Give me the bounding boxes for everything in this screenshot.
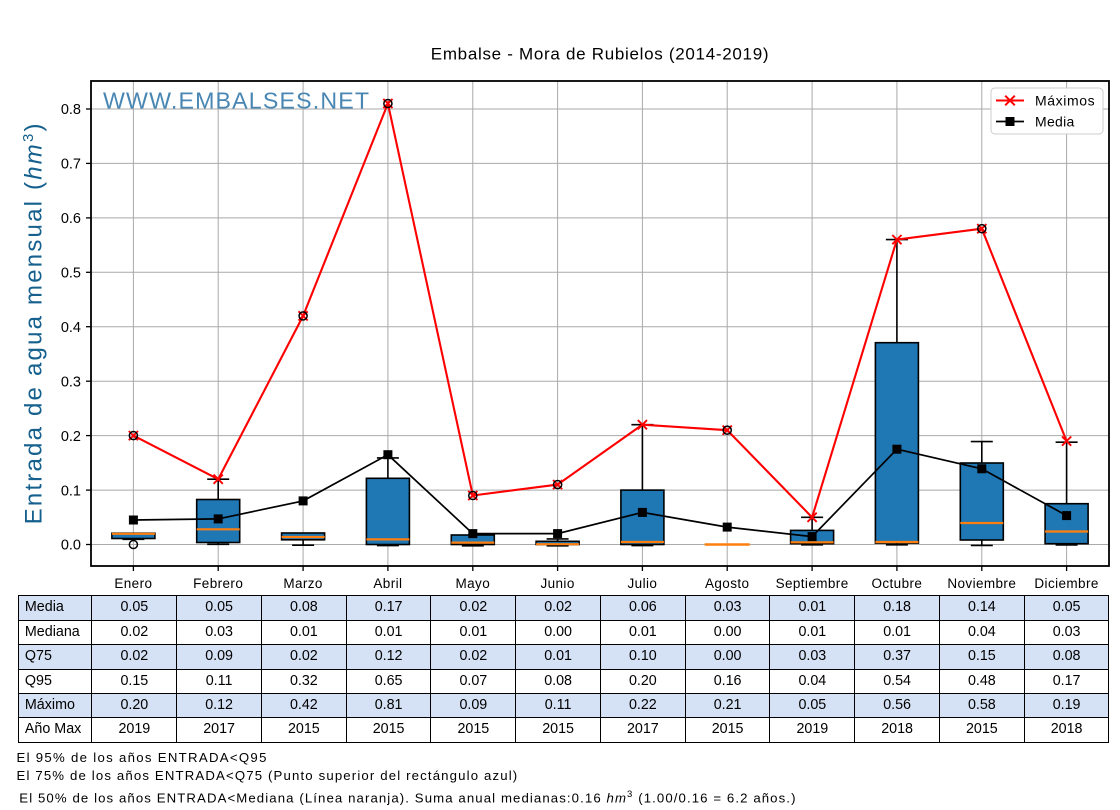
svg-text:0.0: 0.0 bbox=[61, 538, 81, 554]
svg-text:0.1: 0.1 bbox=[61, 483, 81, 499]
svg-text:Diciembre: Diciembre bbox=[1034, 576, 1098, 591]
svg-text:0.4: 0.4 bbox=[61, 320, 81, 336]
svg-text:0.3: 0.3 bbox=[61, 374, 81, 390]
svg-text:Junio: Junio bbox=[540, 576, 574, 591]
svg-text:0.2: 0.2 bbox=[61, 429, 81, 445]
svg-text:WWW.EMBALSES.NET: WWW.EMBALSES.NET bbox=[103, 88, 370, 114]
svg-text:Entrada de agua mensual (hm3): Entrada de agua mensual (hm3) bbox=[20, 121, 48, 524]
svg-text:0.6: 0.6 bbox=[61, 211, 81, 227]
svg-text:Embalse - Mora de Rubielos (20: Embalse - Mora de Rubielos (2014-2019) bbox=[431, 45, 769, 64]
svg-text:Agosto: Agosto bbox=[705, 576, 749, 591]
svg-text:Septiembre: Septiembre bbox=[776, 576, 849, 591]
svg-text:Noviembre: Noviembre bbox=[947, 576, 1016, 591]
svg-text:0.7: 0.7 bbox=[61, 157, 81, 173]
svg-text:Mayo: Mayo bbox=[455, 576, 490, 591]
svg-text:Media: Media bbox=[1035, 114, 1075, 130]
svg-text:Máximos: Máximos bbox=[1035, 93, 1095, 109]
svg-text:Julio: Julio bbox=[628, 576, 658, 591]
svg-text:Febrero: Febrero bbox=[193, 576, 243, 591]
svg-text:0.8: 0.8 bbox=[61, 102, 81, 118]
svg-text:Enero: Enero bbox=[114, 576, 152, 591]
svg-text:Marzo: Marzo bbox=[283, 576, 323, 591]
svg-text:Abril: Abril bbox=[373, 576, 402, 591]
svg-text:Octubre: Octubre bbox=[871, 576, 922, 591]
svg-text:0.5: 0.5 bbox=[61, 266, 81, 282]
